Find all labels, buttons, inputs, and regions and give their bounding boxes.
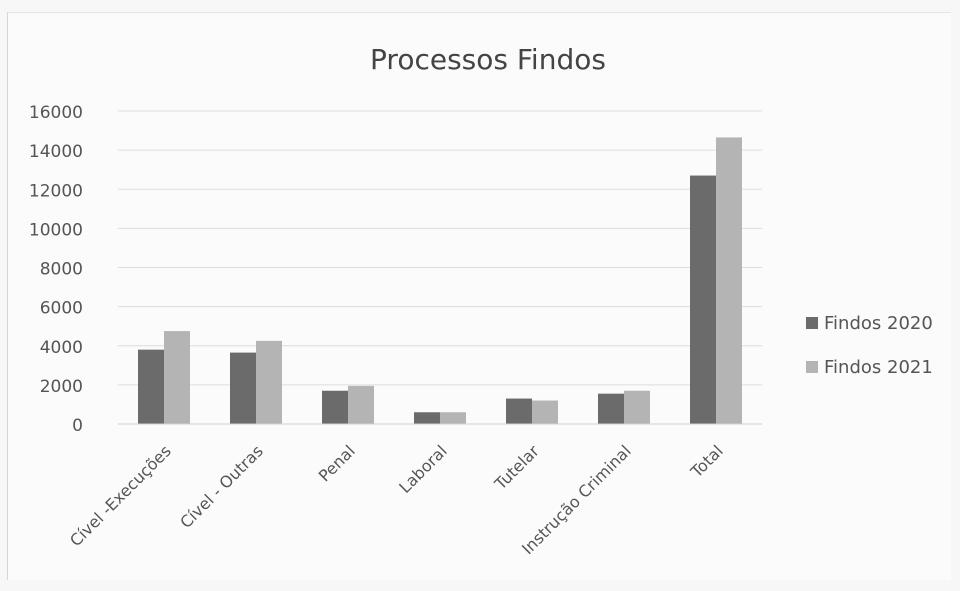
x-tick-label: Total [686, 441, 727, 482]
legend-swatch [806, 317, 818, 329]
y-tick-label: 12000 [29, 181, 83, 201]
x-tick-label: Laboral [395, 441, 451, 497]
y-tick-label: 6000 [40, 299, 83, 319]
bar-findos-2021 [164, 331, 190, 424]
legend-label: Findos 2020 [824, 313, 933, 334]
y-tick-label: 14000 [29, 142, 83, 162]
x-tick-label: Tutelar [490, 441, 543, 494]
legend-swatch [806, 361, 818, 373]
y-tick-label: 2000 [40, 377, 83, 397]
y-tick-label: 0 [72, 416, 83, 436]
bar-findos-2020 [506, 398, 532, 424]
bar-findos-2020 [138, 349, 164, 424]
legend: Findos 2020 Findos 2021 [806, 313, 933, 378]
bars [138, 137, 742, 425]
chart-area [7, 12, 951, 580]
y-tick-label: 4000 [40, 338, 83, 358]
gridlines [118, 110, 762, 386]
chart-title: Processos Findos [370, 43, 606, 76]
bar-findos-2021 [624, 390, 650, 424]
bar-findos-2021 [532, 400, 558, 424]
y-axis-ticks: 0 2000 4000 6000 8000 10000 12000 14000 16000 [29, 103, 83, 436]
bar-findos-2020 [598, 393, 624, 424]
y-tick-label: 8000 [40, 260, 83, 280]
bar-findos-2020 [230, 352, 256, 424]
bar-findos-2021 [716, 137, 742, 425]
x-tick-label: Cível -Execuções [66, 441, 175, 550]
legend-label: Findos 2021 [824, 357, 933, 378]
bar-findos-2020 [322, 390, 348, 424]
x-tick-label: Penal [315, 441, 359, 485]
bar-findos-2021 [348, 385, 374, 424]
bar-findos-2020 [414, 412, 440, 424]
y-tick-label: 16000 [29, 103, 83, 123]
bar-findos-2021 [256, 340, 282, 424]
x-tick-label: Cível - Outras [176, 441, 267, 532]
y-tick-label: 10000 [29, 220, 83, 240]
bar-findos-2020 [690, 175, 716, 424]
x-axis-ticks: Cível -Execuções Cível - Outras Penal Labor… [66, 441, 727, 558]
bar-findos-2021 [440, 412, 466, 424]
